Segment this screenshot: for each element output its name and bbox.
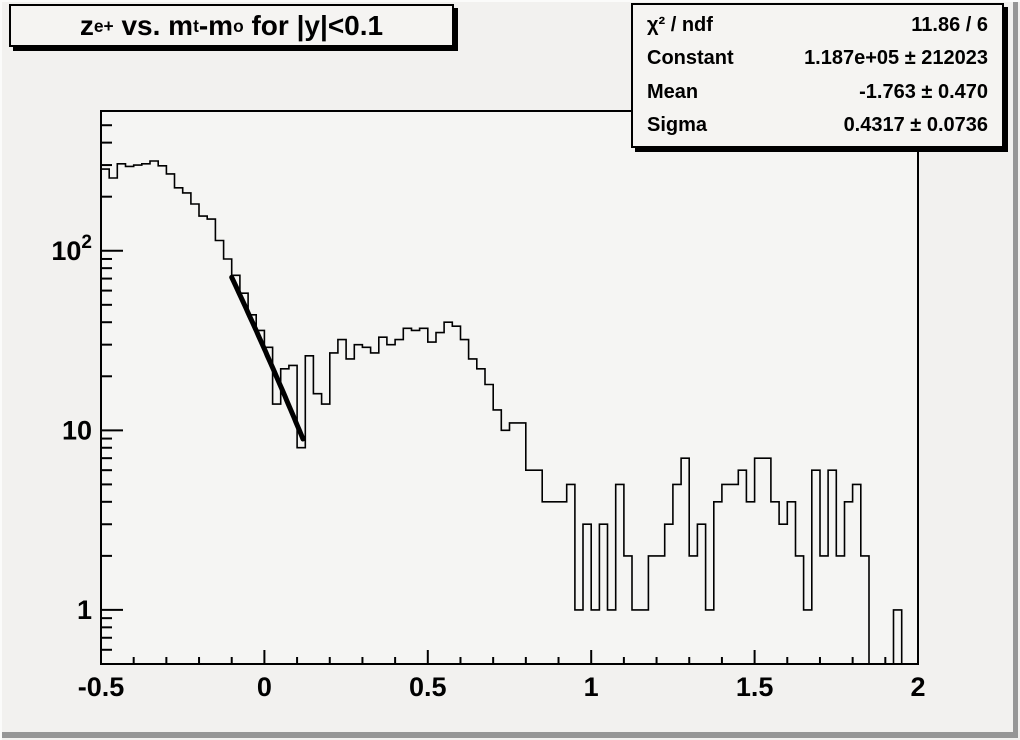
- plot-frame-border: [100, 110, 919, 665]
- gaussian-fit-line: [229, 274, 306, 442]
- title-text-part: for |y|<0.1: [243, 9, 384, 41]
- x-axis-tick-label: 2: [910, 672, 925, 702]
- stats-label: χ² / ndf: [647, 14, 713, 37]
- stats-label: Constant: [647, 47, 734, 70]
- x-axis-tick-label: 0: [257, 672, 272, 702]
- stats-value: 11.86 / 6: [911, 14, 988, 37]
- x-axis-tick-label: 1: [584, 672, 599, 702]
- title-text-part: -m: [198, 9, 234, 41]
- histogram-line: [101, 160, 918, 665]
- stats-value: 1.187e+05 ± 212023: [804, 47, 988, 70]
- y-axis-tick-label: 102: [51, 232, 92, 266]
- title-box: z e+ vs. m t -m o for |y|<0.1: [9, 4, 454, 47]
- stats-label: Mean: [647, 80, 699, 103]
- canvas-border-top: [0, 0, 1020, 2]
- stats-value: -1.763 ± 0.470: [859, 80, 988, 103]
- stats-row-sigma: Sigma 0.4317 ± 0.0736: [647, 114, 988, 137]
- x-axis-tick-label: 0.5: [409, 672, 447, 702]
- x-axis-tick-label: 1.5: [736, 672, 774, 702]
- y-axis-tick-label: 10: [62, 415, 92, 445]
- stats-row-constant: Constant 1.187e+05 ± 212023: [647, 47, 988, 70]
- stats-value: 0.4317 ± 0.0736: [843, 113, 988, 136]
- title-text-part: vs. m: [113, 9, 194, 41]
- stats-box: χ² / ndf 11.86 / 6 Constant 1.187e+05 ± …: [631, 3, 1004, 148]
- plot-frame-background: [101, 111, 918, 664]
- y-axis-tick-label: 1: [77, 595, 92, 625]
- stats-label: Sigma: [647, 113, 708, 136]
- stats-row-chi2: χ² / ndf 11.86 / 6: [647, 14, 988, 37]
- x-axis-tick-label: -0.5: [78, 672, 125, 702]
- title-text-part: z: [79, 9, 94, 41]
- canvas-border-left: [0, 0, 2, 740]
- canvas-border-right: [1013, 2, 1018, 738]
- canvas-border-bottom: [2, 732, 1018, 738]
- stats-row-mean: Mean -1.763 ± 0.470: [647, 81, 988, 104]
